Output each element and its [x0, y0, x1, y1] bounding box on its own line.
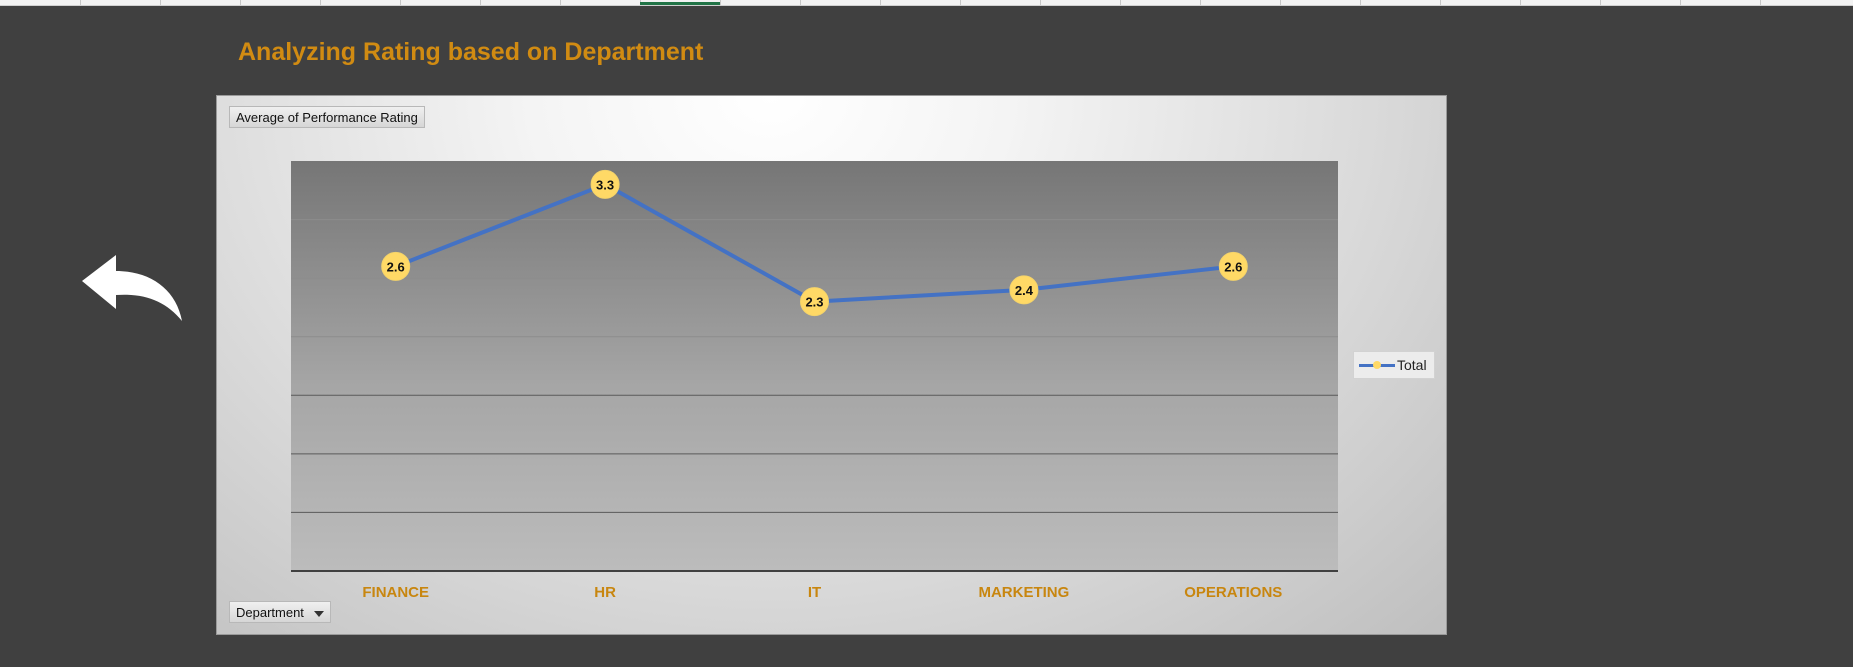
data-point[interactable] — [800, 287, 829, 317]
selected-cell-indicator — [640, 2, 720, 5]
back-arrow-icon[interactable] — [80, 255, 184, 327]
data-label: 2.6 — [1224, 259, 1242, 274]
data-point[interactable] — [1218, 251, 1248, 281]
worksheet-column-strip — [0, 0, 1853, 6]
data-label: 2.3 — [805, 295, 823, 310]
value-field-button[interactable]: Average of Performance Rating — [229, 106, 425, 128]
data-point[interactable] — [1009, 275, 1039, 305]
chevron-down-icon — [313, 610, 324, 617]
data-label: 2.6 — [387, 259, 405, 274]
x-tick-label: OPERATIONS — [1184, 584, 1282, 601]
chart-legend[interactable]: Total — [1353, 351, 1435, 379]
plot-area — [291, 161, 1338, 571]
department-filter-button[interactable]: Department — [229, 601, 331, 623]
department-filter-label: Department — [236, 605, 304, 620]
line-chart-plot: 2.6 3.3 2.3 2.4 2.6 FINANCE HR IT MARKETING OPER… — [291, 161, 1338, 601]
x-tick-label: FINANCE — [362, 584, 429, 601]
page-title: Analyzing Rating based on Department — [238, 38, 704, 66]
x-tick-label: MARKETING — [978, 584, 1069, 601]
x-tick-label: HR — [594, 584, 616, 601]
x-tick-label: IT — [808, 584, 821, 601]
data-point[interactable] — [381, 251, 411, 281]
pivot-chart[interactable]: Average of Performance Rating 2.6 3.3 2.3 2… — [216, 95, 1447, 635]
data-label: 3.3 — [596, 177, 614, 192]
data-label: 2.4 — [1015, 283, 1034, 298]
legend-line-icon — [1359, 360, 1395, 370]
legend-label: Total — [1397, 357, 1427, 373]
data-point[interactable] — [590, 169, 620, 199]
